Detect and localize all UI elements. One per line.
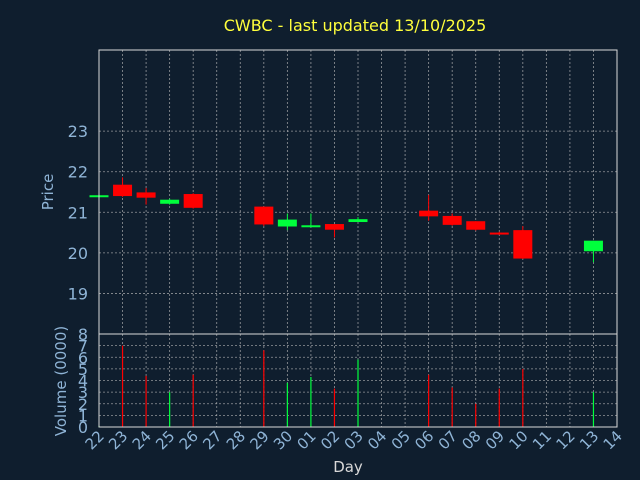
x-tick-label: 11 (529, 427, 555, 453)
candlestick-series (89, 177, 603, 263)
candle-body (183, 194, 203, 208)
candle-body (160, 199, 180, 204)
volume-tick-label: 4 (78, 372, 88, 391)
candle (277, 213, 297, 231)
x-tick-label: 26 (176, 427, 202, 453)
price-tick-labels: 19 20 21 22 23 (68, 122, 88, 303)
price-tick-label: 23 (68, 122, 88, 141)
plot-frames (98, 49, 618, 428)
x-tick-label: 06 (411, 427, 437, 453)
volume-axis-label: Volume (0000) (52, 326, 70, 436)
x-tick-label: 14 (600, 427, 626, 453)
candle-body (442, 215, 462, 225)
x-tick-label: 28 (223, 427, 249, 453)
price-axis-label: Price (39, 174, 57, 211)
volume-tick-label: 2 (78, 395, 88, 414)
x-tick-label: 27 (199, 427, 225, 453)
candle (583, 240, 603, 263)
chart-title: CWBC - last updated 13/10/2025 (224, 16, 487, 35)
x-tick-label: 30 (270, 427, 296, 453)
volume-series (98, 345, 595, 427)
x-tick-label: 25 (152, 427, 178, 453)
price-tick-label: 20 (68, 244, 88, 263)
x-tick-label: 10 (505, 427, 531, 453)
x-tick-label: 02 (317, 427, 343, 453)
candle (466, 221, 486, 231)
candle (254, 206, 274, 227)
volume-tick-label: 3 (78, 383, 88, 402)
volume-tick-label: 6 (78, 348, 88, 367)
x-tick-label: 05 (388, 427, 414, 453)
x-tick-label: 29 (246, 427, 272, 453)
candle-body (489, 232, 509, 235)
candle (136, 187, 156, 205)
x-tick-label: 08 (458, 427, 484, 453)
volume-frame (98, 333, 618, 428)
x-tick-label: 24 (129, 427, 155, 453)
candle-body (466, 221, 486, 230)
x-tick-label: 09 (482, 427, 508, 453)
volume-tick-label: 5 (78, 360, 88, 379)
candle-body (419, 210, 439, 217)
x-tick-label: 13 (576, 427, 602, 453)
price-tick-label: 21 (68, 203, 88, 222)
price-tick-label: 22 (68, 163, 88, 182)
volume-tick-label: 1 (78, 406, 88, 425)
volume-tick-label: 0 (78, 418, 88, 437)
candle-body (136, 192, 156, 198)
volume-tick-label: 7 (78, 337, 88, 356)
candle-body (277, 219, 297, 227)
candle-body (583, 240, 603, 252)
candle (513, 226, 533, 259)
candle-body (113, 184, 133, 197)
x-tick-label: 12 (553, 427, 579, 453)
x-tick-label: 04 (364, 427, 390, 453)
candle (113, 177, 133, 197)
x-tick-labels: 2223242526272829300102030405060708091011… (82, 427, 626, 453)
x-axis-label: Day (333, 458, 363, 476)
x-tick-label: 07 (435, 427, 461, 453)
x-tick-label: 23 (105, 427, 131, 453)
volume-tick-label: 8 (78, 325, 88, 344)
x-tick-label: 01 (294, 427, 320, 453)
candle-body (513, 230, 533, 259)
candle-body (324, 224, 344, 230)
price-tick-label: 19 (68, 284, 88, 303)
candle (324, 224, 344, 238)
candle-body (301, 225, 321, 228)
candle (419, 194, 439, 221)
candle (183, 193, 203, 209)
candle (489, 231, 509, 236)
price-grid (99, 50, 617, 334)
candle (160, 198, 180, 205)
candle (348, 217, 368, 223)
x-tick-label: 03 (341, 427, 367, 453)
candle (301, 213, 321, 228)
candle-body (348, 219, 368, 223)
candle-body (254, 206, 274, 225)
candle (442, 213, 462, 226)
